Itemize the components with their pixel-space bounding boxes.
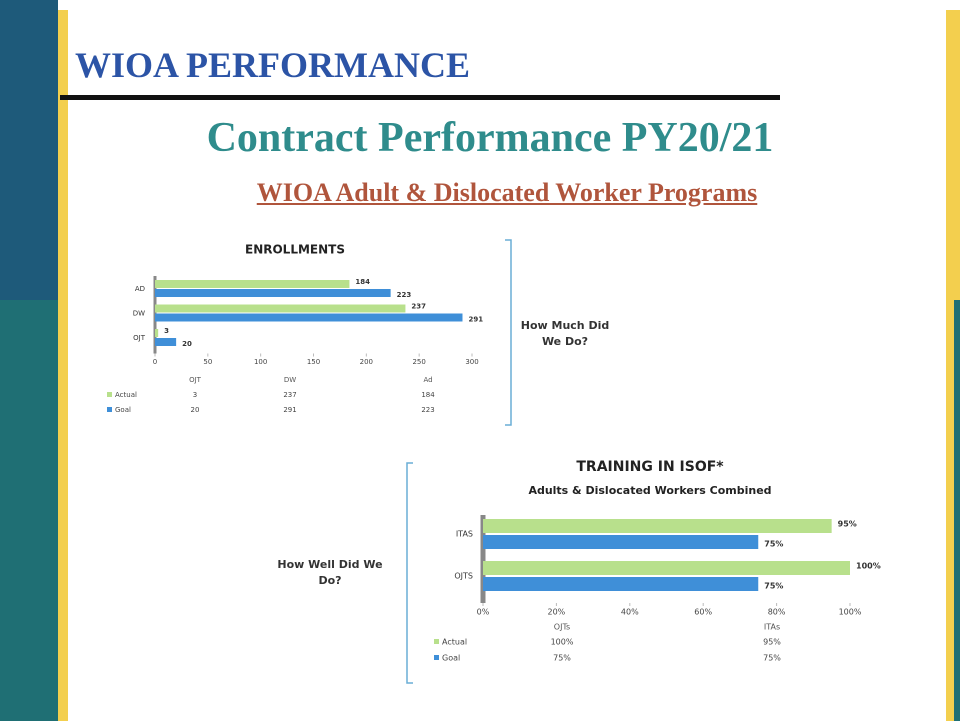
legend-swatch	[107, 407, 112, 412]
title-rule	[60, 95, 780, 100]
x-tick-label: 50	[203, 358, 212, 366]
y-tick-label: AD	[135, 285, 145, 293]
bracket	[406, 462, 413, 684]
chart-title: TRAINING IN ISOF*	[576, 459, 724, 475]
value-label: 291	[468, 316, 483, 324]
bar	[155, 313, 463, 322]
table-header: Ad	[423, 376, 432, 384]
value-label: 100%	[856, 562, 881, 571]
side-label: How Well Did We Do?	[277, 558, 383, 587]
x-tick-label: 80%	[768, 608, 786, 617]
legend-swatch	[434, 655, 439, 660]
bar	[483, 519, 832, 533]
x-tick-label: 0%	[477, 608, 490, 617]
x-tick-label: 250	[412, 358, 425, 366]
side-label: How Much Did We Do?	[520, 319, 610, 348]
value-label: 95%	[838, 520, 857, 529]
table-cell: 75%	[763, 654, 781, 663]
x-tick-label: 100%	[839, 608, 862, 617]
table-header: DW	[284, 376, 296, 384]
value-label: 75%	[764, 540, 783, 549]
bar	[483, 561, 850, 575]
slide-title: WIOA PERFORMANCE	[75, 45, 470, 85]
bar	[155, 338, 177, 346]
table-header: OJT	[189, 376, 202, 384]
x-tick-label: 200	[360, 358, 373, 366]
bar	[155, 280, 350, 288]
slide-subtitle: Contract Performance PY20/21	[206, 115, 774, 161]
y-tick-label: ITAS	[456, 530, 473, 539]
value-label: 184	[355, 278, 370, 286]
y-tick-label: OJTS	[454, 572, 473, 581]
table-cell: 3	[193, 391, 197, 399]
slide-heading: WIOA Adult & Dislocated Worker Programs	[256, 178, 758, 207]
x-tick-label: 20%	[548, 608, 566, 617]
x-tick-label: 300	[465, 358, 478, 366]
value-label: 223	[397, 291, 412, 299]
value-label: 75%	[764, 582, 783, 591]
value-label: 20	[182, 340, 192, 348]
legend-label: Actual	[442, 638, 467, 647]
chart-title: ENROLLMENTS	[245, 243, 345, 257]
value-label: 237	[411, 303, 426, 311]
chart-subtitle: Adults & Dislocated Workers Combined	[528, 484, 771, 497]
bar	[483, 535, 759, 549]
x-tick-label: 150	[307, 358, 320, 366]
value-label: 3	[164, 327, 169, 335]
x-tick-label: 100	[254, 358, 267, 366]
legend-swatch	[107, 392, 112, 397]
bar	[155, 329, 159, 337]
x-tick-label: 60%	[694, 608, 712, 617]
bracket	[505, 239, 512, 426]
table-cell: 100%	[551, 638, 574, 647]
table-cell: 291	[283, 406, 296, 414]
bar	[483, 577, 759, 591]
bar	[155, 304, 406, 313]
right-stripe	[954, 300, 960, 721]
legend-label: Goal	[442, 654, 460, 663]
table-cell: 95%	[763, 638, 781, 647]
legend-swatch	[434, 639, 439, 644]
left-stripe-lower	[0, 300, 58, 721]
table-cell: 75%	[553, 654, 571, 663]
table-header: OJTs	[554, 623, 570, 632]
legend-label: Goal	[115, 406, 131, 414]
legend-label: Actual	[115, 391, 137, 399]
table-header: ITAs	[764, 623, 780, 632]
x-tick-label: 0	[153, 358, 157, 366]
table-cell: 20	[191, 406, 200, 414]
x-tick-label: 40%	[621, 608, 639, 617]
table-cell: 184	[421, 391, 435, 399]
table-cell: 223	[421, 406, 434, 414]
y-tick-label: OJT	[133, 334, 146, 342]
bar	[155, 289, 391, 297]
y-tick-label: DW	[133, 310, 145, 318]
table-cell: 237	[283, 391, 296, 399]
left-gold-stripe	[58, 10, 68, 721]
